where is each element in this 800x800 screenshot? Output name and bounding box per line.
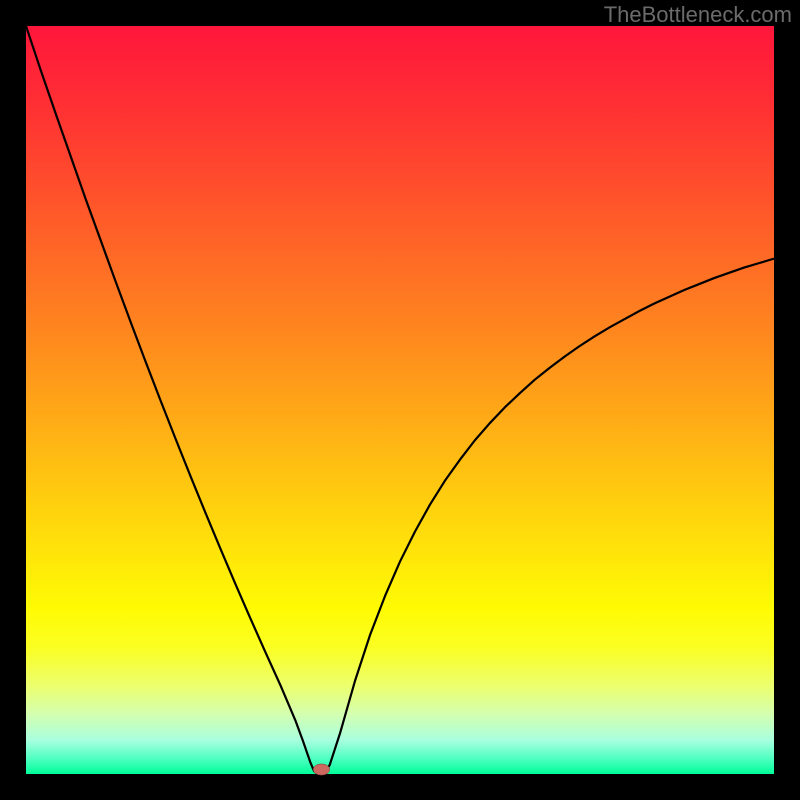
chart-container: TheBottleneck.com <box>0 0 800 800</box>
bottleneck-chart <box>0 0 800 800</box>
watermark-text: TheBottleneck.com <box>604 2 792 28</box>
minimum-marker <box>313 764 329 775</box>
plot-background <box>26 26 774 774</box>
